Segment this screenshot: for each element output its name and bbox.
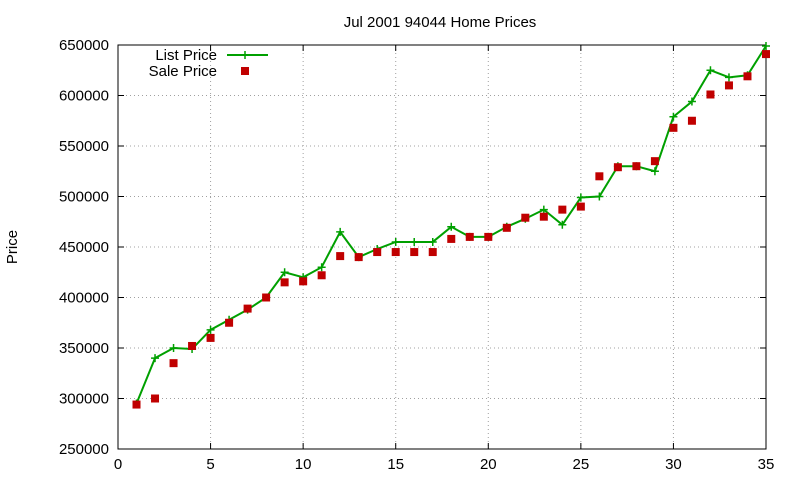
list-price-point — [706, 66, 715, 75]
y-axis-label: Price — [4, 230, 21, 264]
sale-price-point — [169, 359, 178, 368]
sale-price-point — [317, 271, 326, 280]
series-sale-price — [132, 50, 770, 409]
sale-price-point — [373, 248, 382, 257]
x-tick-label: 25 — [573, 456, 590, 473]
legend-square-marker — [241, 67, 249, 75]
x-tick-label: 5 — [206, 456, 214, 473]
y-tick-label: 400000 — [59, 290, 109, 307]
y-tick-label: 350000 — [59, 340, 109, 357]
sale-price-point — [724, 81, 733, 90]
sale-price-point — [336, 252, 345, 261]
list-price-point — [391, 237, 400, 246]
sale-price-point — [206, 333, 215, 342]
list-price-point — [317, 263, 326, 272]
sale-price-point — [502, 223, 511, 232]
list-price-point — [650, 167, 659, 176]
series-group — [132, 42, 770, 409]
axes: 0 5 10 15 20 25 30 35 250000 300000 350000 400000 45… — [59, 37, 774, 473]
sale-price-point — [558, 205, 567, 214]
sale-price-point — [687, 116, 696, 125]
list-price-point — [206, 325, 215, 334]
sale-price-point — [151, 394, 160, 403]
sale-price-point — [521, 213, 530, 222]
x-tick-label: 10 — [295, 456, 312, 473]
sale-price-point — [132, 400, 141, 409]
y-tick-label: 550000 — [59, 138, 109, 155]
grid-lines — [118, 45, 766, 449]
sale-price-point — [762, 50, 770, 59]
sale-price-point — [354, 253, 363, 262]
sale-price-point — [280, 278, 289, 287]
sale-price-point — [447, 234, 456, 243]
sale-price-point — [465, 232, 474, 241]
y-tick-label: 500000 — [59, 189, 109, 206]
chart-title: Jul 2001 94044 Home Prices — [344, 14, 537, 31]
series-list-price — [132, 42, 770, 408]
sale-price-point — [613, 163, 622, 172]
list-price-point — [447, 222, 456, 231]
list-price-point — [687, 97, 696, 106]
y-tick-label: 250000 — [59, 441, 109, 458]
y-tick-label: 300000 — [59, 391, 109, 408]
list-price-point — [669, 112, 678, 121]
sale-price-point — [576, 202, 585, 211]
list-price-point — [428, 237, 437, 246]
sale-price-point — [632, 162, 641, 171]
sale-price-point — [428, 248, 437, 257]
sale-price-point — [188, 341, 197, 350]
x-tick-label: 20 — [480, 456, 497, 473]
sale-price-point — [706, 90, 715, 99]
y-tick-label: 600000 — [59, 88, 109, 105]
legend-label: List Price — [155, 47, 217, 64]
sale-price-point — [225, 318, 234, 327]
list-price-point — [169, 344, 178, 352]
sale-price-point — [743, 72, 752, 81]
sale-price-point — [484, 232, 493, 241]
x-tick-label: 30 — [665, 456, 682, 473]
list-price-point — [410, 237, 419, 246]
legend-label: Sale Price — [149, 63, 217, 80]
list-price-point — [576, 193, 585, 202]
sale-price-point — [410, 248, 419, 257]
x-tick-label: 35 — [758, 456, 775, 473]
sale-price-point — [650, 157, 659, 166]
sale-price-point — [539, 212, 548, 221]
sale-price-point — [669, 123, 678, 132]
x-tick-label: 0 — [114, 456, 122, 473]
sale-price-point — [262, 293, 271, 302]
legend-plus-marker — [241, 51, 249, 59]
list-price-point — [151, 354, 160, 363]
list-price-point — [336, 227, 345, 236]
sale-price-point — [299, 277, 308, 286]
sale-price-point — [391, 248, 400, 257]
sale-price-point — [243, 304, 252, 313]
list-price-point — [762, 42, 770, 51]
list-price-point — [595, 192, 604, 201]
y-tick-label: 450000 — [59, 239, 109, 256]
y-tick-label: 650000 — [59, 37, 109, 54]
x-tick-label: 15 — [387, 456, 404, 473]
list-price-point — [558, 220, 567, 229]
list-price-point — [280, 268, 289, 277]
sale-price-point — [595, 172, 604, 181]
list-price-point — [724, 73, 733, 82]
list-price-point — [539, 205, 548, 214]
